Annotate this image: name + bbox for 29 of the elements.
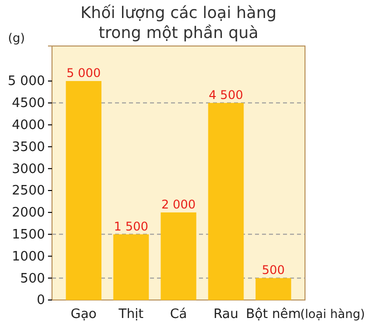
y-tick-label: 0: [36, 293, 45, 308]
y-tick-label: 1500: [12, 227, 45, 242]
x-tick-label: Gạo: [70, 307, 97, 322]
x-axis-title: (loại hàng): [300, 307, 365, 321]
y-tick-label: 1000: [12, 249, 45, 264]
data-label: 4 500: [208, 88, 244, 102]
data-label: 5 000: [66, 66, 101, 80]
y-tick-label: 500: [20, 271, 45, 286]
x-tick-label: Rau: [213, 307, 238, 322]
data-label: 1 500: [114, 219, 148, 234]
x-tick-label: Bột nêm: [246, 307, 301, 322]
bar: [256, 278, 292, 300]
y-tick-label: 2500: [12, 184, 45, 199]
data-label: 500: [262, 263, 285, 278]
y-axis-title: (g): [8, 31, 25, 45]
y-tick-label: 4500: [12, 96, 45, 112]
bar: [113, 234, 149, 300]
bar: [208, 102, 244, 300]
y-tick-label: 3000: [12, 162, 45, 177]
y-tick-label: 5 000: [8, 74, 45, 90]
y-tick-label: 3500: [12, 140, 45, 155]
chart-title: Khối lượng các loại hàng trong một phần quà: [80, 3, 277, 42]
y-tick-label: 2000: [12, 206, 45, 221]
bar: [66, 81, 102, 300]
y-tick-label: 4000: [12, 118, 45, 133]
x-tick-label: Cá: [170, 307, 188, 322]
bar: [160, 212, 196, 300]
x-tick-label: Thịt: [118, 307, 144, 322]
data-label: 2 000: [161, 197, 196, 212]
